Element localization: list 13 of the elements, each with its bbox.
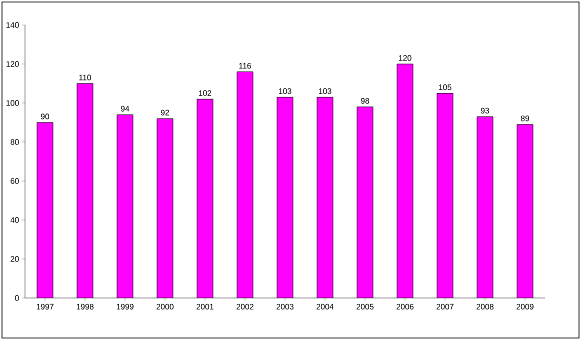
bar — [397, 64, 414, 298]
bar — [516, 124, 534, 298]
bar — [477, 116, 494, 298]
bar — [197, 99, 214, 298]
bar — [357, 106, 374, 298]
bar — [37, 122, 54, 298]
bar — [117, 114, 134, 298]
bar — [157, 118, 174, 298]
bar — [437, 93, 454, 298]
bar — [77, 83, 94, 298]
bar — [237, 72, 254, 298]
bar — [317, 97, 334, 298]
bar — [277, 97, 294, 298]
